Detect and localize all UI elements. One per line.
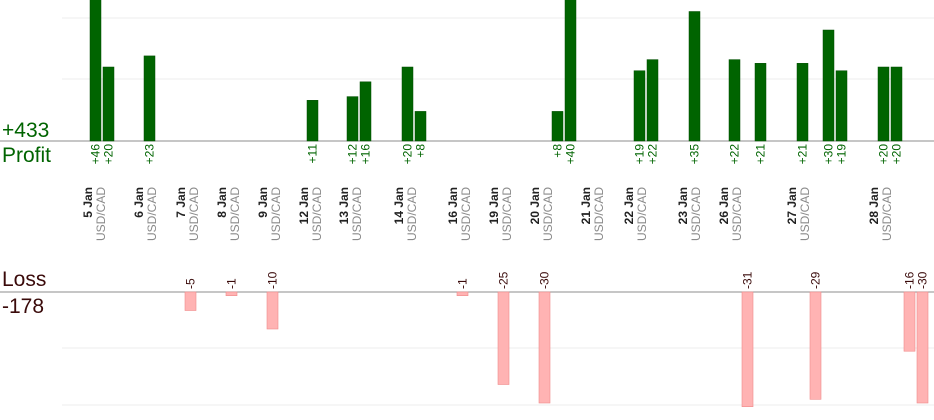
pair-label: USD/CAD: [228, 187, 242, 241]
profit-bar: [551, 111, 564, 142]
profit-bar: [835, 70, 848, 142]
profit-bar: [564, 0, 577, 142]
loss-value-label: -30: [916, 271, 930, 289]
loss-bar: [184, 291, 197, 311]
profit-value-label: +46: [89, 144, 103, 165]
profit-value-label: +12: [346, 144, 360, 165]
profit-bar: [796, 63, 809, 142]
profit-value-label: +20: [102, 144, 116, 165]
profit-value-label: +20: [890, 144, 904, 165]
loss-bar: [741, 291, 754, 407]
pair-label: USD/CAD: [350, 187, 364, 241]
profit-bar: [102, 66, 115, 142]
profit-value-label: +40: [564, 144, 578, 165]
pair-label: USD/CAD: [145, 187, 159, 241]
loss-value-label: -1: [456, 278, 470, 289]
profit-value-label: +21: [754, 144, 768, 165]
profit-value-label: +11: [306, 144, 320, 164]
profit-value-label: +22: [646, 144, 660, 165]
loss-bar: [225, 291, 238, 297]
pair-label: USD/CAD: [94, 187, 108, 241]
loss-bar: [903, 291, 916, 352]
date-label: 16 Jan: [446, 187, 460, 224]
date-label: 13 Jan: [337, 187, 351, 224]
profit-bar: [754, 63, 767, 142]
loss-bar: [266, 291, 279, 330]
loss-bar: [456, 291, 469, 297]
date-label: 9 Jan: [256, 187, 270, 218]
profit-total: +433: [2, 119, 50, 142]
profit-value-label: +30: [822, 144, 836, 165]
profit-bar: [143, 55, 156, 142]
loss-bar: [497, 291, 510, 385]
loss-bar: [538, 291, 551, 404]
date-label: 22 Jan: [622, 187, 636, 224]
loss-value-label: -25: [497, 271, 511, 289]
date-label: 21 Jan: [579, 187, 593, 224]
pair-label: USD/CAD: [880, 187, 894, 241]
profit-bar: [346, 96, 359, 142]
profit-value-label: +19: [835, 144, 849, 165]
date-label: 8 Jan: [215, 187, 229, 218]
profit-value-label: +20: [401, 144, 415, 165]
profit-value-label: +20: [877, 144, 891, 165]
profit-bar: [633, 70, 646, 142]
profit-value-label: +23: [143, 144, 157, 165]
date-label: 28 Jan: [867, 187, 881, 224]
loss-bar: [809, 291, 822, 400]
loss-label: Loss: [2, 268, 47, 291]
profit-bar: [401, 66, 414, 142]
date-label: 23 Jan: [676, 187, 690, 224]
profit-value-label: +16: [359, 144, 373, 165]
profit-bar: [890, 66, 903, 142]
profit-bar: [822, 29, 835, 142]
date-label: 7 Jan: [174, 187, 188, 218]
date-label: 12 Jan: [297, 187, 311, 224]
loss-total: -178: [2, 295, 45, 318]
loss-value-label: -29: [809, 271, 823, 289]
profit-value-label: +8: [551, 144, 565, 158]
pair-label: USD/CAD: [635, 187, 649, 241]
profit-value-label: +19: [633, 144, 647, 165]
date-label: 20 Jan: [528, 187, 542, 224]
profit-value-label: +22: [728, 144, 742, 165]
pair-label: USD/CAD: [592, 187, 606, 241]
profit-bar: [306, 100, 319, 142]
profit-value-label: +21: [796, 144, 810, 165]
date-label: 27 Jan: [785, 187, 799, 224]
pair-label: USD/CAD: [730, 187, 744, 241]
date-label: 26 Jan: [717, 187, 731, 224]
loss-bar: [916, 291, 929, 404]
pair-label: USD/CAD: [500, 187, 514, 241]
loss-value-label: -16: [903, 271, 917, 289]
pair-label: USD/CAD: [310, 187, 324, 241]
date-label: 19 Jan: [487, 187, 501, 224]
loss-value-label: -30: [538, 271, 552, 289]
profit-bar: [646, 59, 659, 142]
pair-label: USD/CAD: [269, 187, 283, 241]
pair-label: USD/CAD: [459, 187, 473, 241]
profit-value-label: +8: [414, 144, 428, 158]
profit-bar: [877, 66, 890, 142]
date-label: 14 Jan: [392, 187, 406, 224]
pair-label: USD/CAD: [405, 187, 419, 241]
profit-bar: [728, 59, 741, 142]
profit-bar: [414, 111, 427, 142]
loss-value-label: -31: [741, 271, 755, 289]
date-label: 5 Jan: [81, 187, 95, 218]
loss-value-label: -1: [225, 278, 239, 289]
pair-label: USD/CAD: [541, 187, 555, 241]
date-label: 6 Jan: [132, 187, 146, 218]
pair-label: USD/CAD: [798, 187, 812, 241]
loss-value-label: -5: [184, 278, 198, 289]
profit-value-label: +35: [688, 144, 702, 165]
pair-label: USD/CAD: [187, 187, 201, 241]
loss-value-label: -10: [266, 271, 280, 289]
pair-label: USD/CAD: [689, 187, 703, 241]
profit-bar: [688, 11, 701, 142]
profit-bar: [359, 81, 372, 142]
profit-bar: [89, 0, 102, 142]
profit-label: Profit: [2, 144, 52, 167]
